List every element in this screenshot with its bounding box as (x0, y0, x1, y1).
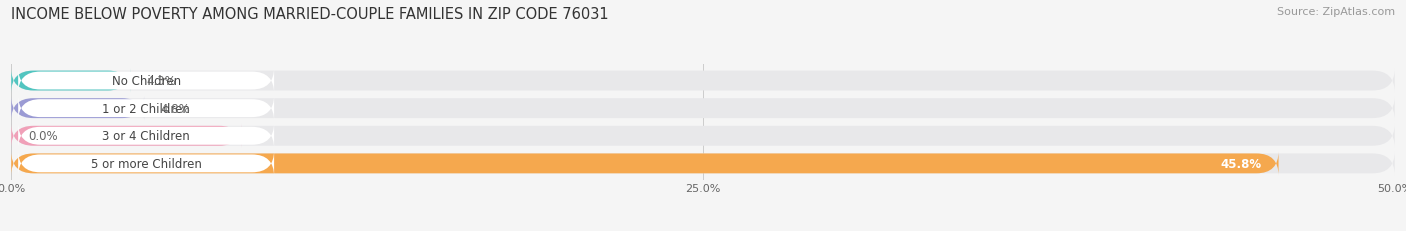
Text: 5 or more Children: 5 or more Children (91, 157, 201, 170)
Text: 45.8%: 45.8% (1220, 157, 1263, 170)
FancyBboxPatch shape (11, 124, 1395, 148)
FancyBboxPatch shape (18, 151, 274, 177)
Text: Source: ZipAtlas.com: Source: ZipAtlas.com (1277, 7, 1395, 17)
FancyBboxPatch shape (11, 69, 1395, 93)
FancyBboxPatch shape (18, 123, 274, 149)
Text: 3 or 4 Children: 3 or 4 Children (103, 130, 190, 143)
FancyBboxPatch shape (18, 68, 274, 94)
Text: 1 or 2 Children: 1 or 2 Children (103, 102, 190, 115)
Text: INCOME BELOW POVERTY AMONG MARRIED-COUPLE FAMILIES IN ZIP CODE 76031: INCOME BELOW POVERTY AMONG MARRIED-COUPL… (11, 7, 609, 22)
FancyBboxPatch shape (11, 124, 242, 148)
FancyBboxPatch shape (11, 69, 131, 93)
FancyBboxPatch shape (18, 96, 274, 122)
Text: 4.3%: 4.3% (146, 75, 177, 88)
Text: 0.0%: 0.0% (28, 130, 58, 143)
FancyBboxPatch shape (11, 152, 1278, 176)
FancyBboxPatch shape (11, 97, 143, 121)
Text: No Children: No Children (111, 75, 181, 88)
FancyBboxPatch shape (11, 152, 1395, 176)
Text: 4.8%: 4.8% (160, 102, 190, 115)
FancyBboxPatch shape (11, 97, 1395, 121)
